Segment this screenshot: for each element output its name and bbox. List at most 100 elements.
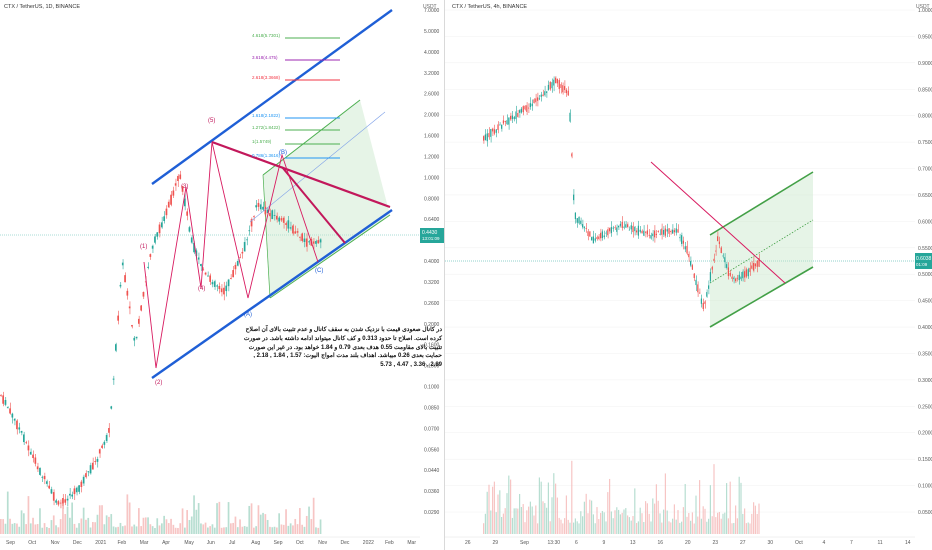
right-candle bbox=[583, 226, 585, 228]
right-channel-lower-line bbox=[709, 266, 814, 328]
left-volume-bar bbox=[230, 523, 232, 534]
panel-divider[interactable] bbox=[444, 0, 445, 550]
right-candle bbox=[564, 86, 566, 90]
right-volume-bar bbox=[538, 477, 540, 534]
right-volume-bar bbox=[565, 495, 567, 534]
left-candle bbox=[105, 434, 108, 441]
right-volume-bar bbox=[564, 518, 566, 534]
left-y-tick-label: 0.3200 bbox=[424, 280, 440, 286]
left-volume-bar bbox=[184, 527, 186, 534]
left-candle bbox=[48, 485, 50, 489]
right-volume-bar bbox=[742, 513, 744, 534]
left-y-tick-label: 0.1000 bbox=[424, 385, 440, 391]
left-volume-bar bbox=[101, 505, 103, 534]
right-volume-bar bbox=[711, 516, 713, 534]
left-candle bbox=[259, 204, 262, 210]
right-candle bbox=[486, 133, 488, 142]
right-candle bbox=[535, 98, 537, 103]
right-volume-bar bbox=[618, 509, 620, 534]
left-candle bbox=[250, 219, 253, 227]
right-volume-bar bbox=[641, 513, 643, 534]
left-volume-bar bbox=[39, 508, 41, 534]
right-volume-bar bbox=[508, 475, 510, 534]
right-volume-bar bbox=[637, 521, 639, 534]
right-candle bbox=[735, 278, 737, 282]
left-volume-bar bbox=[204, 522, 207, 534]
left-candle bbox=[82, 476, 85, 484]
left-candle bbox=[285, 223, 287, 225]
right-y-tick-label: 0.7500 bbox=[918, 140, 932, 146]
left-candle bbox=[158, 224, 161, 234]
right-price-tag bbox=[915, 253, 932, 269]
right-volume-bar bbox=[699, 480, 701, 534]
left-volume-bar bbox=[236, 527, 239, 534]
left-volume-bar bbox=[179, 523, 182, 534]
left-x-tick-label: Nov bbox=[51, 540, 60, 546]
right-candle bbox=[672, 229, 674, 234]
left-candle bbox=[75, 487, 78, 493]
right-x-tick-label: 7 bbox=[850, 540, 853, 546]
left-volume-bar bbox=[163, 515, 165, 534]
left-candle bbox=[167, 201, 170, 208]
right-volume-bar bbox=[708, 518, 710, 534]
right-volume-bar bbox=[519, 493, 521, 534]
left-volume-bar bbox=[89, 527, 92, 534]
right-volume-bar bbox=[666, 510, 668, 534]
right-candle bbox=[594, 238, 596, 241]
right-candle bbox=[560, 84, 562, 89]
left-fib-label: 3.618(4.475) bbox=[252, 55, 278, 60]
left-volume-bar bbox=[48, 527, 50, 534]
right-candle bbox=[571, 153, 573, 157]
right-descending-trendline bbox=[650, 161, 786, 284]
right-volume-bar bbox=[745, 523, 747, 534]
left-volume-bar bbox=[124, 525, 126, 534]
right-candle bbox=[531, 103, 533, 107]
left-candle bbox=[280, 218, 283, 221]
left-chart[interactable]: 7.0000 5.0000 4.0000 3.2000 2.6000 2.0000 1.60… bbox=[0, 0, 444, 550]
right-volume-bar bbox=[547, 482, 549, 534]
left-x-tick-label: Feb bbox=[118, 540, 127, 546]
left-candle bbox=[66, 498, 69, 501]
left-volume-bar bbox=[133, 524, 136, 534]
right-chart[interactable]: 1.0000 0.9500 0.9000 0.8500 0.8000 0.7500 0.70… bbox=[445, 0, 932, 550]
left-volume-bar bbox=[117, 526, 119, 534]
left-candle bbox=[9, 408, 11, 414]
right-volume-bar bbox=[555, 483, 557, 534]
left-candle bbox=[163, 216, 165, 222]
right-candle bbox=[533, 99, 535, 104]
left-volume-bar bbox=[167, 523, 170, 534]
right-volume-bar bbox=[754, 505, 756, 534]
left-price-tag bbox=[420, 228, 444, 243]
left-volume-bar bbox=[115, 527, 117, 534]
left-y-tick-label: 1.2000 bbox=[424, 154, 440, 160]
left-y-tick-label: 0.6400 bbox=[424, 217, 440, 223]
right-candle bbox=[490, 129, 492, 137]
left-candle bbox=[200, 263, 202, 267]
left-elliott-wave-path bbox=[143, 141, 319, 369]
left-volume-bar bbox=[317, 527, 320, 534]
left-y-tick-label: 3.2000 bbox=[424, 71, 440, 77]
analysis-note: در کانال صعودی قیمت با نزدیک شدن به سقف … bbox=[243, 327, 442, 369]
right-volume-bar bbox=[587, 513, 589, 534]
right-candle bbox=[722, 255, 724, 257]
left-candle bbox=[119, 284, 122, 287]
right-volume-bar bbox=[672, 518, 674, 534]
right-candle bbox=[742, 271, 744, 279]
right-candle bbox=[650, 235, 652, 239]
right-candle bbox=[528, 107, 530, 109]
right-y-tick-label: 0.9000 bbox=[918, 61, 932, 67]
right-candle bbox=[499, 124, 501, 126]
right-x-tick-label: 13 bbox=[630, 540, 636, 546]
left-volume-bar bbox=[158, 525, 161, 534]
left-candle bbox=[6, 407, 9, 409]
left-y-tick-label: 0.4000 bbox=[424, 259, 440, 265]
left-candle bbox=[43, 475, 46, 480]
left-volume-bar bbox=[248, 505, 251, 534]
left-volume-bar bbox=[64, 514, 67, 534]
left-volume-bar bbox=[273, 526, 276, 534]
right-volume-bar bbox=[596, 507, 598, 534]
left-volume-bar bbox=[34, 524, 37, 534]
left-volume-bar bbox=[25, 524, 27, 534]
left-channel-lower-line bbox=[151, 209, 393, 379]
left-volume-bar bbox=[282, 524, 285, 534]
